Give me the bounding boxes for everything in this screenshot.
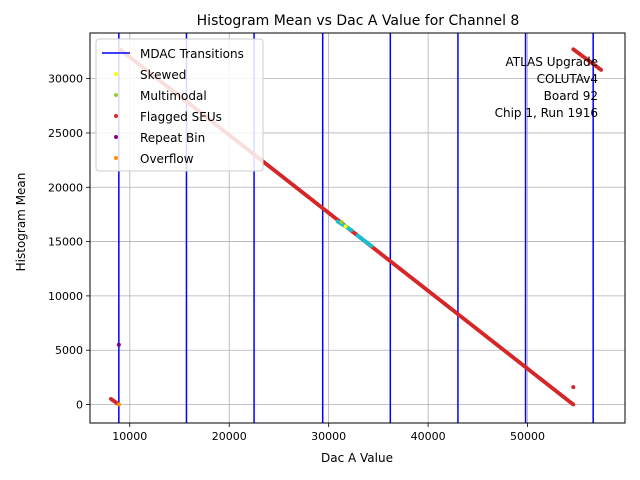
x-tick-label: 30000 [311,430,346,443]
highlight-point [343,224,348,229]
x-tick-label: 20000 [212,430,247,443]
chart-title: Histogram Mean vs Dac A Value for Channe… [197,13,520,29]
y-tick-label: 25000 [48,127,83,140]
annotation-line: Board 92 [544,89,598,103]
annotation-line: Chip 1, Run 1916 [495,106,598,120]
legend-label: MDAC Transitions [140,47,244,61]
data-point [571,402,576,407]
plot-area-frame [89,32,626,424]
annotation-line: COLUTAv4 [537,72,598,86]
legend-swatch-dot [114,114,118,118]
x-tick-label: 10000 [112,430,147,443]
y-axis-ticks: 0 5000 10000 15000 20000 25000 30000 [48,73,90,412]
y-tick-label: 5000 [55,344,83,357]
x-tick-label: 50000 [510,430,545,443]
annotation-line: ATLAS Upgrade [505,55,598,69]
x-axis-ticks: 10000 20000 30000 40000 50000 [112,423,545,443]
legend-swatch-dot [114,156,118,160]
y-tick-label: 30000 [48,73,83,86]
highlight-point [116,402,121,407]
y-tick-label: 20000 [48,181,83,194]
x-tick-label: 40000 [411,430,446,443]
y-tick-label: 15000 [48,236,83,249]
y-tick-label: 0 [76,399,83,412]
legend-swatch-dot [114,93,118,97]
grid [90,33,625,423]
y-tick-label: 10000 [48,290,83,303]
y-axis-label: Histogram Mean [14,173,28,272]
data-point [599,68,604,72]
atlas-annotation: ATLAS Upgrade COLUTAv4 Board 92 Chip 1, Run… [495,55,598,120]
highlight-point [339,220,344,225]
legend-label: Skewed [140,68,186,82]
legend-label: Multimodal [140,89,207,103]
legend-label: Flagged SEUs [140,110,222,124]
legend-label: Repeat Bin [140,131,205,145]
legend-label: Overflow [140,152,194,166]
data-point [349,228,354,233]
legend: MDAC Transitions Skewed Multimodal Flagged … [95,38,264,172]
legend-swatch-dot [114,72,118,76]
highlight-point [116,342,121,347]
legend-box [95,38,264,172]
x-axis-label: Dac A Value [321,451,393,465]
legend-swatch-dot [114,135,118,139]
highlight-point [571,385,576,390]
data-point [369,244,374,248]
